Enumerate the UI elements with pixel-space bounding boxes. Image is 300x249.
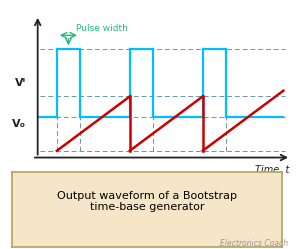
Text: Vₒ: Vₒ [12,119,26,128]
Text: Electronics Coach: Electronics Coach [220,239,288,248]
Text: Vᴵ: Vᴵ [15,78,26,88]
Text: Pulse width: Pulse width [76,24,128,33]
Text: Time, t: Time, t [255,165,289,175]
Text: Output waveform of a Bootstrap
time-base generator: Output waveform of a Bootstrap time-base… [57,191,237,212]
